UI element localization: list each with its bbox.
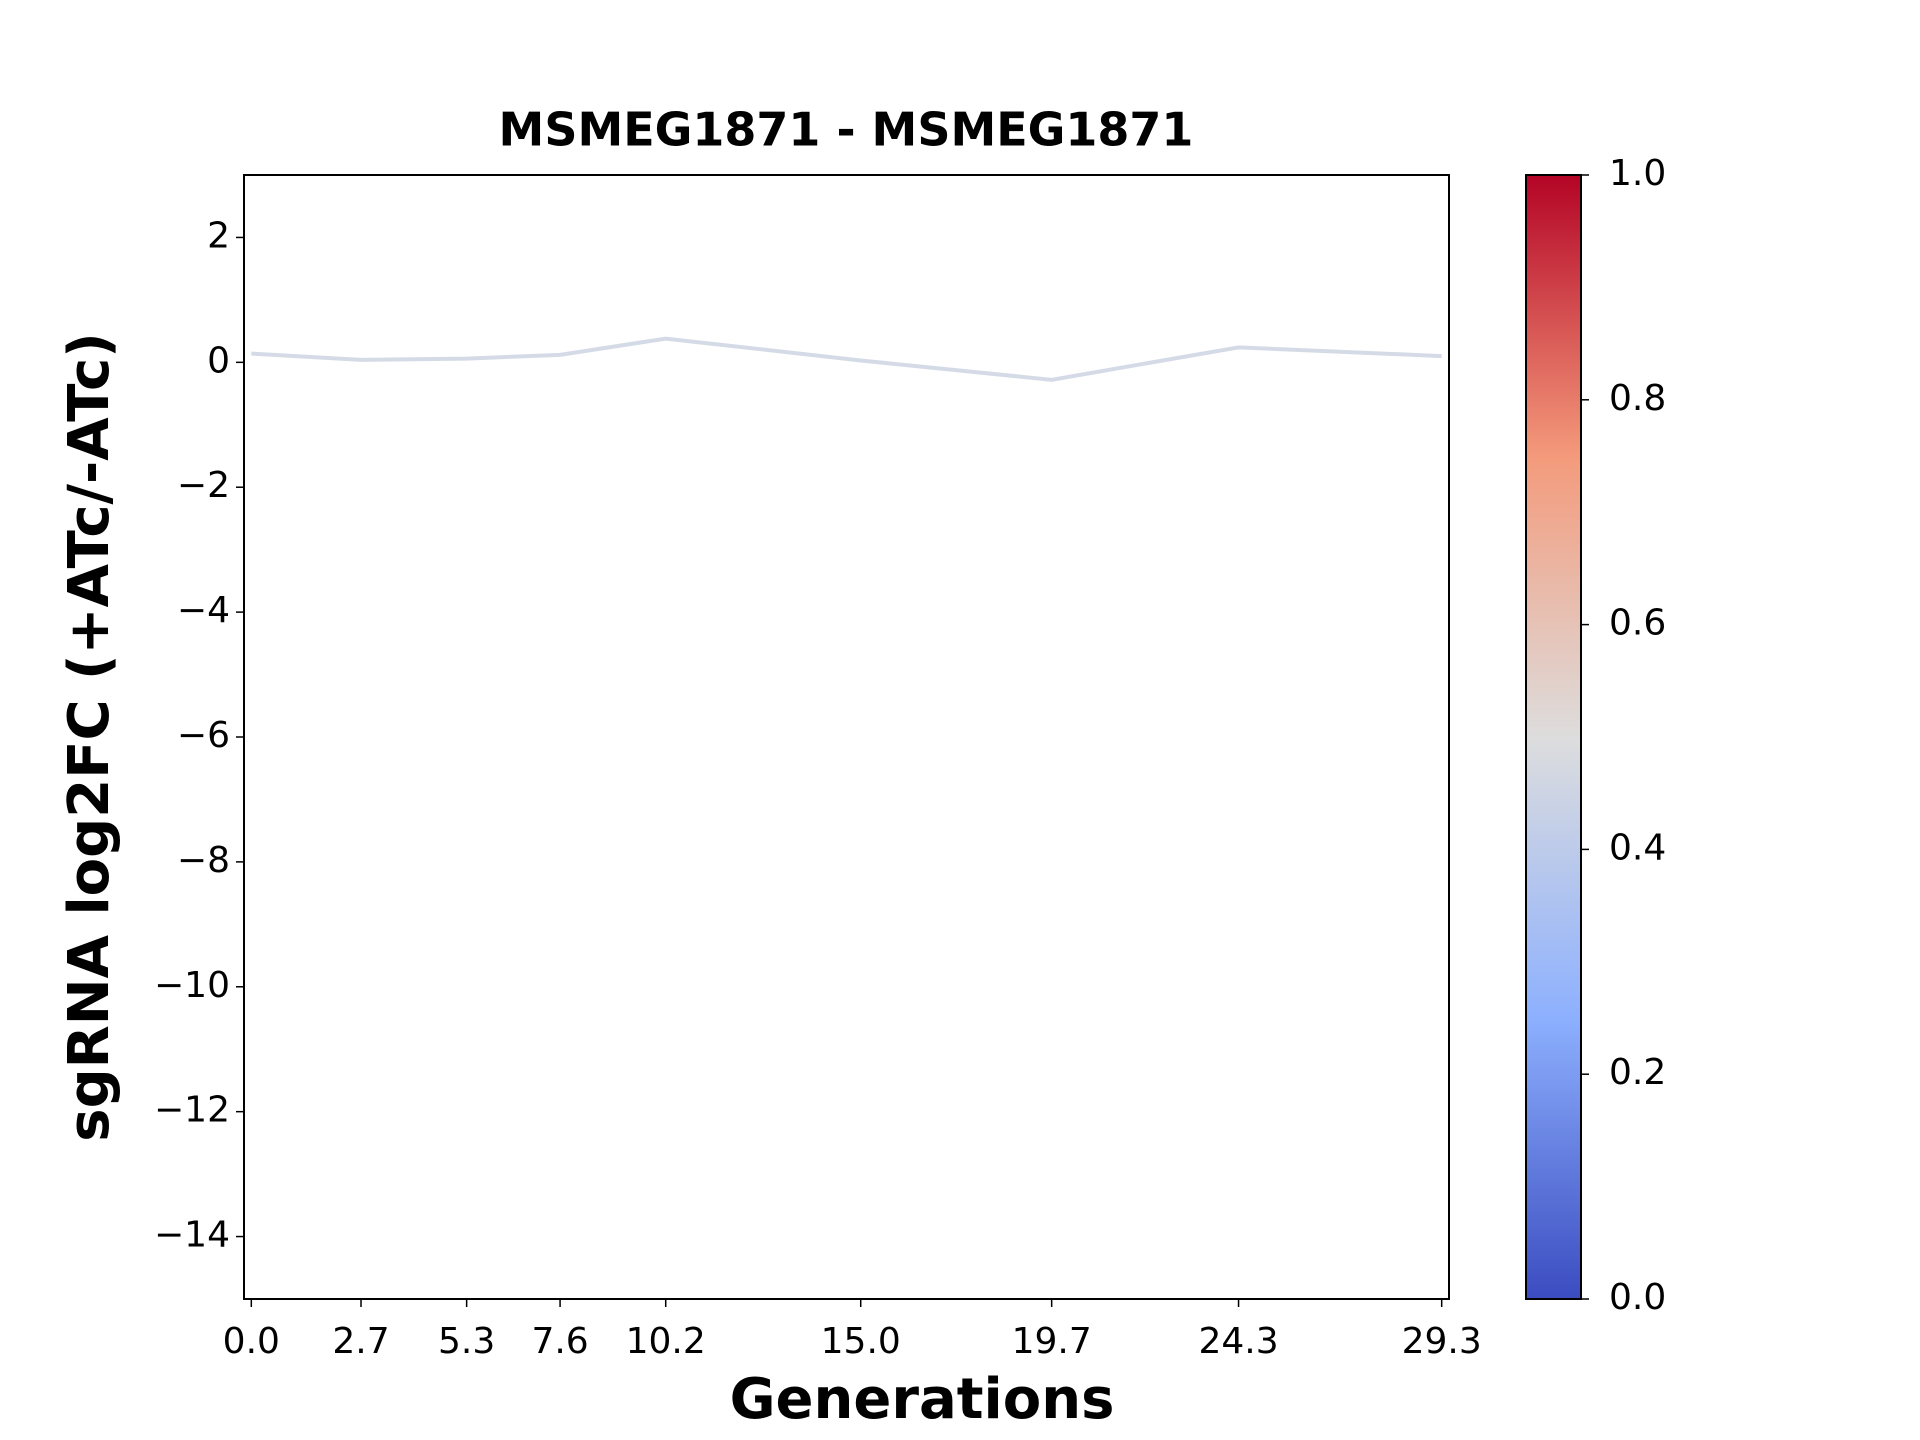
x-tick-label: 0.0 bbox=[223, 1321, 280, 1362]
y-tick-label: −8 bbox=[177, 840, 230, 881]
x-tick-label: 5.3 bbox=[438, 1321, 495, 1362]
colorbar bbox=[1525, 174, 1582, 1300]
data-line bbox=[251, 336, 1442, 382]
colorbar-tick-label: 0.6 bbox=[1609, 603, 1666, 644]
y-tick-label: −4 bbox=[177, 590, 230, 631]
y-tick-label: 0 bbox=[207, 340, 230, 381]
y-tick-label: −2 bbox=[177, 465, 230, 506]
x-tick-label: 10.2 bbox=[626, 1321, 706, 1362]
plot-frame bbox=[243, 174, 1450, 1300]
y-tick-label: −6 bbox=[177, 715, 230, 756]
x-tick-label: 2.7 bbox=[332, 1321, 389, 1362]
x-tick-label: 15.0 bbox=[821, 1321, 901, 1362]
x-tick-label: 19.7 bbox=[1012, 1321, 1092, 1362]
x-tick-label: 29.3 bbox=[1402, 1321, 1482, 1362]
y-tick-label: −12 bbox=[154, 1090, 230, 1131]
y-tick-label: −10 bbox=[154, 965, 230, 1006]
colorbar-tick-label: 0.2 bbox=[1609, 1052, 1666, 1093]
x-tick-label: 7.6 bbox=[531, 1321, 588, 1362]
colorbar-tick-label: 0.8 bbox=[1609, 378, 1666, 419]
colorbar-tick-label: 1.0 bbox=[1609, 153, 1666, 194]
y-axis-label: sgRNA log2FC (+ATc/-ATc) bbox=[57, 332, 122, 1142]
colorbar-tick-label: 0.0 bbox=[1609, 1277, 1666, 1318]
chart-title: MSMEG1871 - MSMEG1871 bbox=[499, 103, 1194, 157]
x-axis-label: Generations bbox=[730, 1367, 1115, 1432]
y-tick-label: 2 bbox=[207, 215, 230, 256]
x-tick-label: 24.3 bbox=[1198, 1321, 1278, 1362]
colorbar-tick-label: 0.4 bbox=[1609, 827, 1666, 868]
y-tick-label: −14 bbox=[154, 1215, 230, 1256]
